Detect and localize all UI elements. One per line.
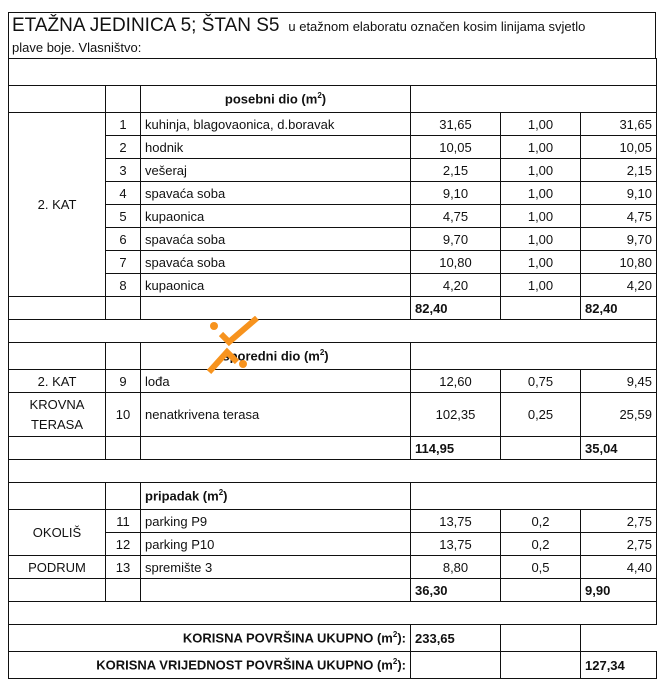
table-row: 4 spavaća soba 9,10 1,00 9,10: [9, 181, 657, 205]
unit-description-cont: plave boje. Vlasništvo:: [12, 40, 142, 55]
vrijednost-total-row: KORISNA VRIJEDNOST POVRŠINA UKUPNO (m2):…: [8, 651, 657, 679]
table-row: 6 spavaća soba 9,70 1,00 9,70: [9, 227, 657, 251]
pripadak-sum-row: 36,30 9,90: [8, 578, 657, 602]
apartment-area-document: ETAŽNA JEDINICA 5; ŠTAN S5 u etažnom ela…: [8, 12, 657, 679]
table-row: 5 kupaonica 4,75 1,00 4,75: [9, 204, 657, 228]
posebni-sum-row: 82,40 82,40: [8, 296, 657, 320]
table-row: 7 spavaća soba 10,80 1,00 10,80: [9, 250, 657, 274]
sporedni-header-row: sporedni dio (m2): [8, 342, 657, 370]
table-row: OKOLIŠ 11 parking P9 13,75 0,2 2,75: [8, 509, 657, 556]
table-row: 8 kupaonica 4,20 1,00 4,20: [9, 273, 657, 297]
table-row: 2 hodnik 10,05 1,00 10,05: [9, 135, 657, 159]
unit-title: ETAŽNA JEDINICA 5; ŠTAN S5: [12, 15, 280, 36]
table-row: KROVNA TERASA 10 nenatkrivena terasa 102,35 0…: [8, 392, 657, 437]
table-row: 2. KAT 1 kuhinja, blagovaonica, d.boravak 3…: [8, 112, 657, 297]
table-row: 2. KAT 9 lođa 12,60 0,75 9,45: [8, 369, 657, 393]
watermark-logo-icon: [206, 316, 259, 375]
unit-description: u etažnom elaboratu označen kosim linija…: [288, 19, 586, 34]
pripadak-header-row: pripadak (m2): [8, 482, 657, 510]
table-row: PODRUM 13 spremište 3 8,80 0,5 4,40: [8, 555, 657, 579]
sporedni-sum-row: 114,95 35,04: [8, 436, 657, 460]
document-title: ETAŽNA JEDINICA 5; ŠTAN S5 u etažnom ela…: [8, 12, 656, 58]
area-table: posebni dio (m2) 2. KAT 1 kuhinja, blagova…: [8, 58, 657, 679]
table-row: 12 parking P10 13,75 0,2 2,75: [9, 532, 657, 556]
korisna-total-row: KORISNA POVRŠINA UKUPNO (m2): 233,65: [8, 624, 657, 652]
table-row: 3 vešeraj 2,15 1,00 2,15: [9, 158, 657, 182]
posebni-header-row: posebni dio (m2): [8, 85, 657, 113]
